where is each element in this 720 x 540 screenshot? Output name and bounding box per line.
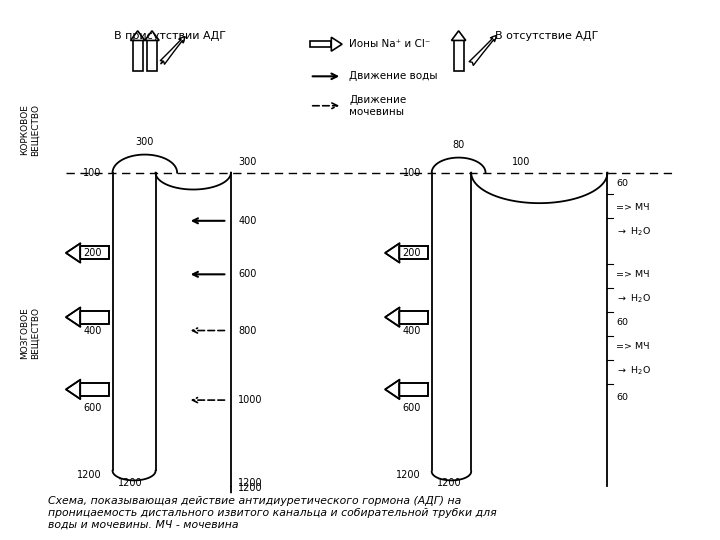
Polygon shape bbox=[454, 40, 464, 71]
Polygon shape bbox=[130, 31, 145, 40]
Text: КОРКОВОЕ
ВЕЩЕСТВО: КОРКОВОЕ ВЕЩЕСТВО bbox=[20, 104, 40, 156]
Polygon shape bbox=[400, 246, 428, 259]
Text: 60: 60 bbox=[616, 179, 628, 188]
Text: 100: 100 bbox=[512, 157, 531, 167]
Text: 1200: 1200 bbox=[77, 470, 102, 480]
Text: $\rightarrow$ H$_2$O: $\rightarrow$ H$_2$O bbox=[616, 292, 652, 305]
Polygon shape bbox=[145, 31, 159, 40]
Polygon shape bbox=[385, 244, 400, 262]
Text: 1200: 1200 bbox=[396, 470, 421, 480]
Polygon shape bbox=[400, 310, 428, 323]
Text: 100: 100 bbox=[84, 167, 102, 178]
Polygon shape bbox=[385, 380, 400, 399]
Text: 200: 200 bbox=[84, 248, 102, 258]
Text: 200: 200 bbox=[402, 248, 421, 258]
Text: 80: 80 bbox=[452, 139, 464, 150]
Text: 600: 600 bbox=[402, 403, 421, 413]
Text: В присутствии АДГ: В присутствии АДГ bbox=[114, 31, 226, 41]
Text: => МЧ: => МЧ bbox=[616, 342, 649, 351]
Text: 400: 400 bbox=[84, 326, 102, 335]
Text: Движение воды: Движение воды bbox=[349, 71, 438, 82]
Text: 1200: 1200 bbox=[118, 478, 143, 488]
Text: 100: 100 bbox=[402, 167, 421, 178]
Text: Ионы Na⁺ и Cl⁻: Ионы Na⁺ и Cl⁻ bbox=[349, 39, 431, 49]
Text: $\rightarrow$ H$_2$O: $\rightarrow$ H$_2$O bbox=[616, 364, 652, 377]
Text: 1000: 1000 bbox=[238, 395, 263, 405]
Text: 800: 800 bbox=[238, 326, 256, 335]
Polygon shape bbox=[400, 383, 428, 396]
Polygon shape bbox=[132, 40, 143, 71]
Text: Схема, показывающая действие антидиуретического гормона (АДГ) на
проницаемость д: Схема, показывающая действие антидиурети… bbox=[48, 496, 497, 530]
Text: Движение
мочевины: Движение мочевины bbox=[349, 95, 407, 117]
Text: МОЗГОВОЕ
ВЕЩЕСТВО: МОЗГОВОЕ ВЕЩЕСТВО bbox=[20, 307, 40, 359]
Polygon shape bbox=[81, 246, 109, 259]
Text: 400: 400 bbox=[238, 216, 256, 226]
Text: => МЧ: => МЧ bbox=[616, 203, 649, 212]
Text: 300: 300 bbox=[238, 157, 256, 167]
Text: 1200: 1200 bbox=[238, 478, 263, 488]
Text: 1200: 1200 bbox=[437, 478, 462, 488]
Polygon shape bbox=[385, 307, 400, 327]
Polygon shape bbox=[451, 31, 466, 40]
Text: 600: 600 bbox=[238, 269, 256, 279]
Polygon shape bbox=[81, 310, 109, 323]
Polygon shape bbox=[81, 383, 109, 396]
Text: 400: 400 bbox=[402, 326, 421, 335]
Text: 1200: 1200 bbox=[238, 483, 263, 494]
Text: В отсутствие АДГ: В отсутствие АДГ bbox=[495, 31, 598, 41]
Text: 60: 60 bbox=[616, 318, 628, 327]
Polygon shape bbox=[310, 41, 331, 48]
Polygon shape bbox=[331, 37, 342, 51]
Text: 300: 300 bbox=[135, 137, 154, 146]
Text: $\rightarrow$ H$_2$O: $\rightarrow$ H$_2$O bbox=[616, 225, 652, 238]
Text: => МЧ: => МЧ bbox=[616, 270, 649, 279]
Text: 600: 600 bbox=[84, 403, 102, 413]
Polygon shape bbox=[66, 380, 81, 399]
Text: 60: 60 bbox=[616, 393, 628, 402]
Polygon shape bbox=[66, 244, 81, 262]
Polygon shape bbox=[66, 307, 81, 327]
Polygon shape bbox=[147, 40, 157, 71]
